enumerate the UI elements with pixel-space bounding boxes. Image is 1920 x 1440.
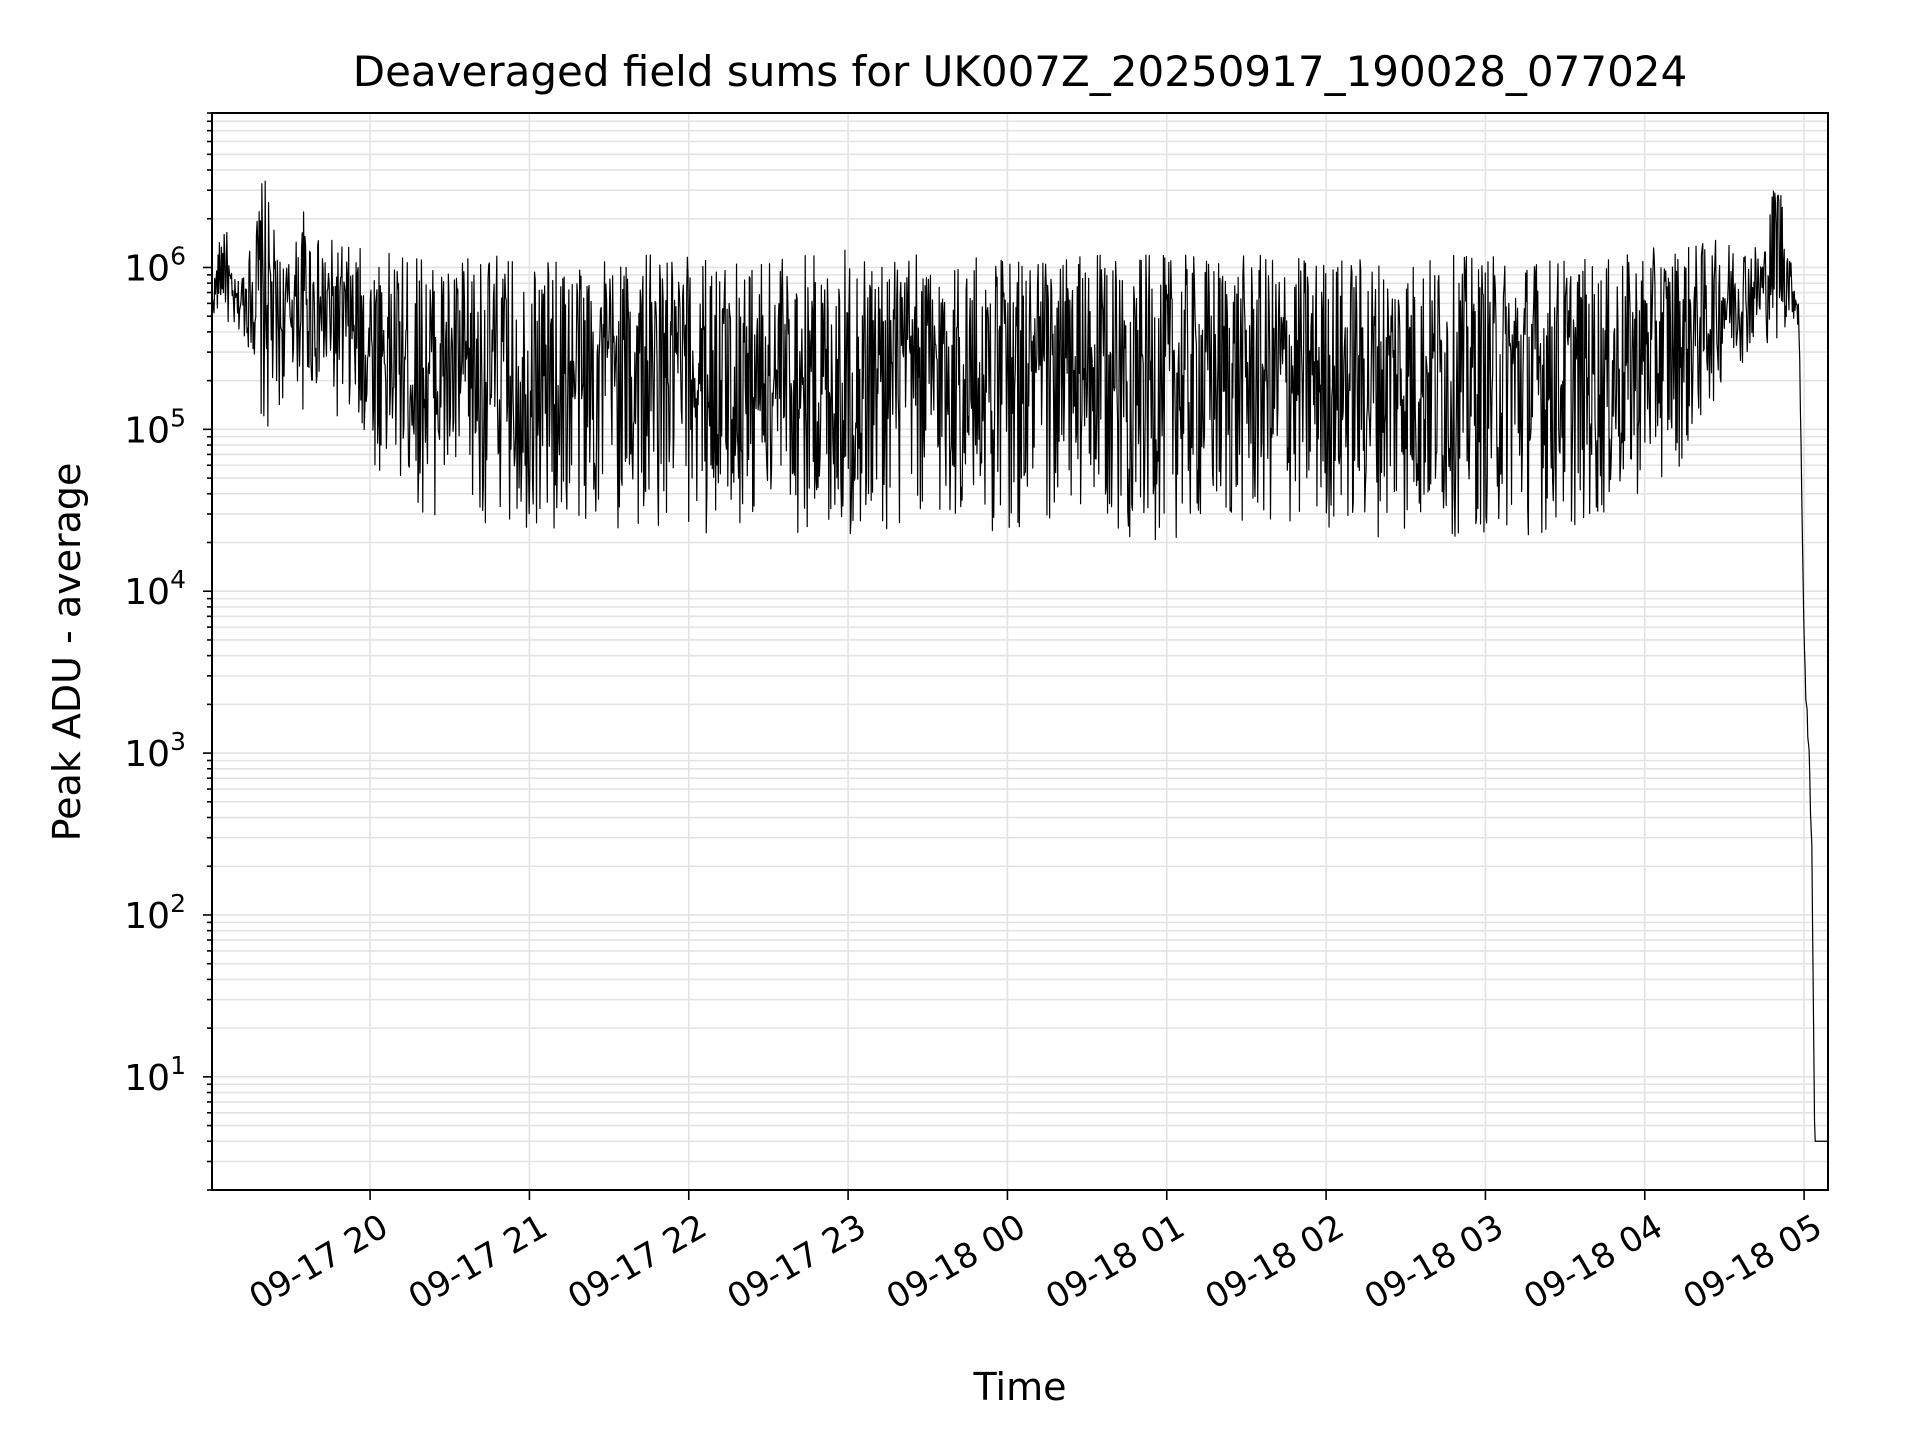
axis-ticks xyxy=(203,112,1805,1200)
plot-frame xyxy=(211,112,1829,1191)
chart-title: Deaveraged field sums for UK007Z_2025091… xyxy=(353,47,1688,96)
x-tick-label: 09-17 20 xyxy=(243,1207,395,1318)
x-tick-label: 09-17 23 xyxy=(721,1207,873,1318)
y-axis-label: Peak ADU - average xyxy=(45,463,89,842)
x-tick-label: 09-17 22 xyxy=(561,1207,713,1318)
y-tick-label: 105 xyxy=(124,403,186,451)
x-tick-label: 09-17 21 xyxy=(402,1207,554,1318)
y-tick-label: 104 xyxy=(124,565,186,613)
y-tick-label: 101 xyxy=(124,1051,186,1099)
y-tick-labels: 101 102 103 104 105 106 xyxy=(124,241,186,1098)
x-tick-label: 09-18 00 xyxy=(880,1207,1032,1318)
y-tick-label: 103 xyxy=(124,727,186,775)
x-tick-labels: 09-17 20 09-17 21 09-17 22 09-17 23 09-18 00… xyxy=(243,1207,1829,1318)
y-tick-label: 106 xyxy=(124,241,186,289)
y-tick-label: 102 xyxy=(124,889,186,937)
x-tick-label: 09-18 04 xyxy=(1517,1207,1669,1318)
x-tick-label: 09-18 05 xyxy=(1677,1207,1829,1318)
x-tick-label: 09-18 02 xyxy=(1199,1207,1351,1318)
x-axis-label: Time xyxy=(973,1365,1067,1409)
series-line xyxy=(211,180,1828,1142)
x-tick-label: 09-18 01 xyxy=(1039,1207,1191,1318)
x-tick-label: 09-18 03 xyxy=(1358,1207,1510,1318)
